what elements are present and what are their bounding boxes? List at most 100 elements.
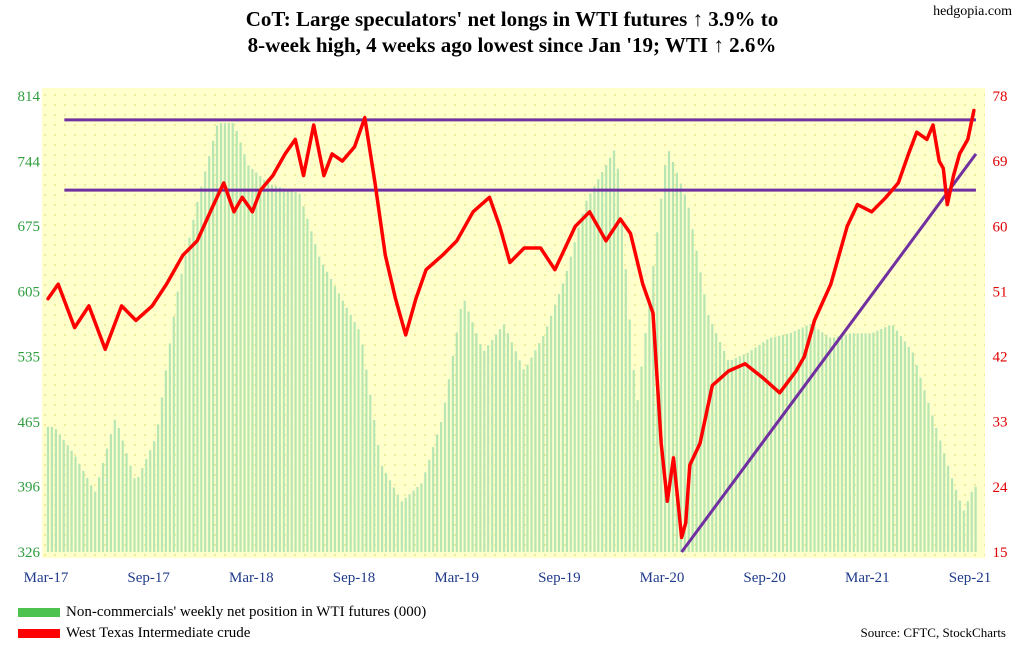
net-position-bar	[463, 300, 466, 552]
net-position-bar	[467, 311, 470, 552]
net-position-bar	[542, 335, 545, 552]
net-position-bar	[113, 419, 116, 552]
net-position-bar	[526, 364, 529, 552]
right-axis-tick-label: 51	[993, 284, 1008, 300]
net-position-bar	[612, 150, 616, 552]
net-position-bar	[872, 332, 875, 552]
net-position-bar	[274, 186, 278, 552]
net-position-bar	[742, 354, 745, 552]
net-position-bar	[117, 428, 120, 552]
net-position-bar	[679, 183, 682, 552]
net-position-bar	[546, 326, 549, 552]
net-position-bar	[82, 470, 85, 552]
net-position-bar	[392, 487, 395, 552]
x-axis: Mar-17 Sep-17 Mar-18 Sep-18 Mar-19 Sep-19 Mar-…	[24, 570, 992, 586]
site-watermark: hedgopia.com	[933, 4, 1012, 19]
net-position-bar	[333, 286, 336, 552]
left-axis-tick-label: 675	[18, 219, 41, 235]
net-position-bar	[412, 490, 415, 552]
net-position-bar	[829, 337, 832, 552]
net-position-bar	[50, 426, 53, 552]
x-axis-tick-label: Mar-18	[229, 570, 274, 586]
net-position-bar	[848, 333, 851, 552]
net-position-bar	[86, 478, 89, 552]
net-position-bar	[502, 324, 506, 552]
right-axis-tick-label: 60	[993, 219, 1008, 235]
net-position-bar	[915, 365, 918, 552]
net-position-bar	[432, 447, 435, 552]
left-axis-tick-label: 744	[18, 154, 41, 170]
x-axis-tick-label: Sep-19	[538, 570, 581, 586]
net-position-bar	[762, 342, 765, 552]
net-position-bar	[491, 340, 494, 552]
net-position-bar	[479, 343, 482, 552]
net-position-bar	[766, 339, 769, 552]
net-position-bar	[683, 194, 686, 553]
net-position-bar	[141, 468, 144, 552]
net-position-bar	[852, 333, 855, 552]
net-position-bar	[895, 330, 899, 552]
net-position-bar	[404, 497, 407, 552]
legend-item-wti: West Texas Intermediate crude	[18, 623, 426, 644]
net-position-bar	[495, 334, 498, 552]
net-position-bar	[267, 183, 270, 553]
rising-trendline	[680, 153, 978, 553]
net-position-bar	[408, 494, 411, 552]
net-position-bar	[109, 434, 112, 552]
right-axis-tick-label: 69	[993, 154, 1008, 170]
net-position-bar	[876, 330, 879, 552]
net-position-bar	[133, 478, 136, 552]
net-position-bar	[699, 272, 702, 552]
net-position-bar	[329, 279, 333, 552]
net-position-bar	[259, 176, 262, 552]
net-position-bar	[62, 439, 65, 552]
net-position-bar	[215, 125, 219, 552]
left-axis-tick-label: 814	[18, 89, 41, 105]
net-position-bar	[719, 342, 722, 552]
net-position-bar	[903, 341, 906, 552]
net-position-bar	[884, 327, 887, 552]
net-position-bar	[176, 291, 179, 552]
net-position-bar	[290, 190, 293, 553]
net-position-bar	[888, 325, 891, 552]
net-position-bar	[833, 337, 836, 552]
net-position-bar	[530, 357, 533, 552]
net-position-bar	[337, 293, 340, 552]
net-position-bar	[962, 510, 965, 552]
left-axis-tick-label: 396	[18, 480, 41, 496]
net-position-bar	[589, 193, 592, 552]
net-position-bar	[954, 489, 958, 552]
net-position-bar	[707, 315, 710, 552]
net-position-bar	[785, 334, 789, 552]
left-axis-tick-label: 535	[18, 350, 41, 366]
net-position-bar	[726, 359, 730, 552]
net-position-bar	[373, 419, 376, 552]
x-axis-tick-label: Sep-18	[333, 570, 376, 586]
net-position-bar	[377, 445, 380, 552]
net-position-bar	[164, 370, 167, 552]
net-position-bar	[958, 500, 961, 552]
net-position-bar	[58, 434, 61, 552]
net-position-bar	[428, 459, 431, 552]
net-position-bar	[219, 123, 223, 552]
net-position-bar	[510, 342, 513, 552]
net-position-bar	[534, 350, 537, 552]
net-position-bar	[46, 426, 50, 552]
net-position-bar	[671, 162, 675, 552]
net-position-bar	[892, 325, 895, 552]
net-position-bar	[616, 168, 619, 552]
x-axis-tick-label: Sep-21	[949, 570, 992, 586]
net-position-bar	[557, 294, 561, 552]
net-position-bar	[451, 355, 454, 552]
net-position-bar	[54, 429, 57, 552]
net-position-bar	[318, 256, 321, 552]
net-position-bar	[286, 189, 289, 552]
legend-label-net-position: Non-commercials' weekly net position in …	[66, 604, 427, 620]
net-position-bar	[899, 336, 903, 552]
right-axis: 15 24 33 42 51 60 69 78	[993, 89, 1009, 561]
net-position-bar	[353, 322, 356, 552]
net-position-bar	[632, 369, 635, 552]
net-position-bar	[98, 477, 101, 552]
net-position-bar	[738, 356, 741, 552]
net-position-bar	[243, 154, 246, 552]
